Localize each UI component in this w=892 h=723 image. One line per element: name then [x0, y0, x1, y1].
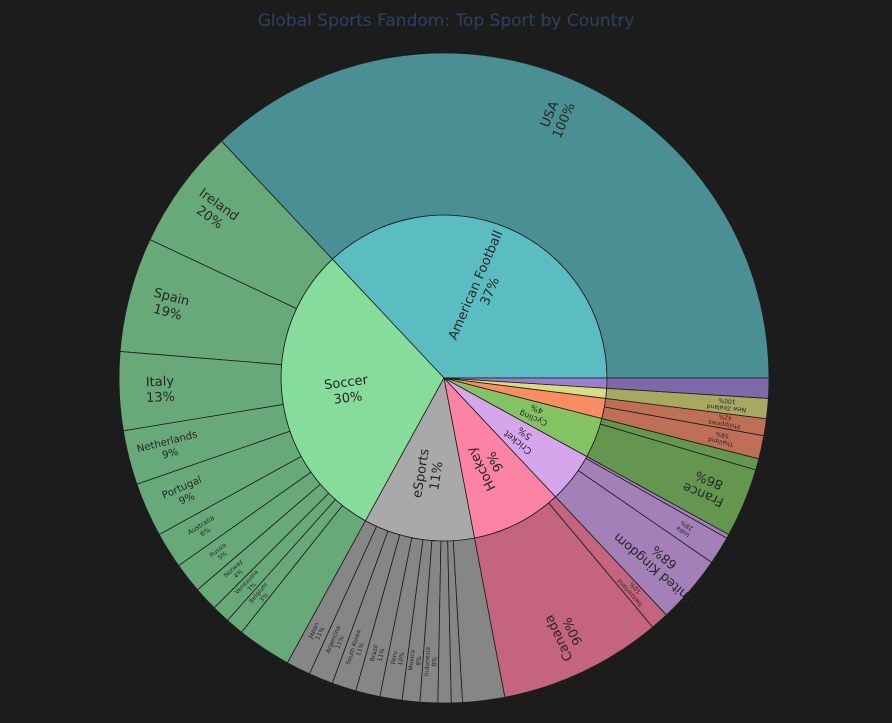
country-label: Spain19%: [148, 285, 191, 324]
country-label: Peru10%: [390, 650, 406, 666]
country-segment[interactable]: [606, 377, 770, 399]
country-segment[interactable]: [220, 52, 770, 379]
chart-title: Global Sports Fandom: Top Sport by Count…: [257, 11, 635, 31]
sport-label: eSports11%: [410, 447, 448, 501]
country-label: New Zealand100%: [706, 396, 747, 414]
country-label: Brazil11%: [369, 644, 387, 664]
country-label: Mexico8%: [407, 649, 423, 672]
sport-label: Soccer30%: [323, 372, 371, 408]
country-label: Indonesia8%: [423, 647, 439, 677]
country-label: Philippines42%: [708, 412, 742, 431]
country-label: Italy13%: [145, 374, 175, 406]
